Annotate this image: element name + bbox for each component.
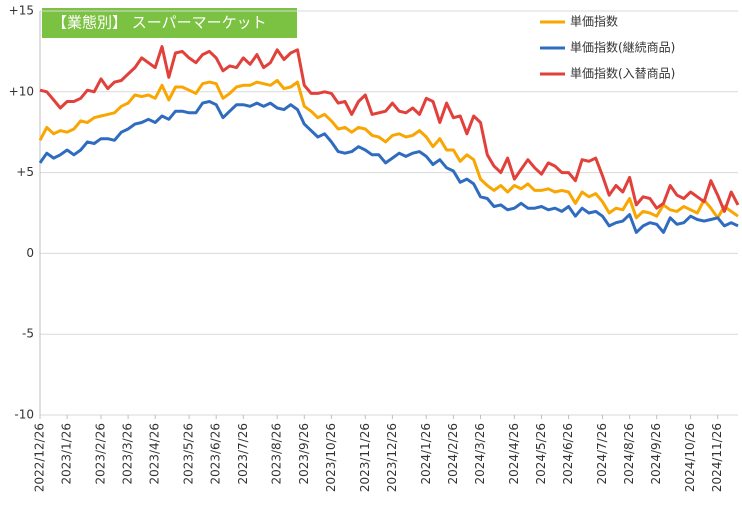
x-tick-label: 2024/8/26 xyxy=(622,423,636,485)
x-tick-label: 2024/5/26 xyxy=(534,423,548,485)
x-tick-label: 2024/9/26 xyxy=(649,423,663,485)
y-tick-label: +5 xyxy=(16,165,34,179)
x-tick-label: 2023/10/26 xyxy=(324,423,338,492)
y-tick-label: -10 xyxy=(14,408,34,422)
x-tick-label: 2024/1/26 xyxy=(419,423,433,485)
x-tick-label: 2024/11/26 xyxy=(710,423,724,492)
title-box xyxy=(42,8,297,38)
x-tick-label: 2023/9/26 xyxy=(297,423,311,485)
x-tick-label: 2024/10/26 xyxy=(683,423,697,492)
legend-label: 単価指数(入替商品) xyxy=(570,66,675,81)
x-tick-label: 2023/1/26 xyxy=(60,423,74,485)
line-series xyxy=(38,79,739,220)
x-tick-label: 2024/7/26 xyxy=(595,423,609,485)
x-tick-label: 2023/5/26 xyxy=(182,423,196,485)
x-tick-label: 2023/8/26 xyxy=(270,423,284,485)
y-tick-label: 0 xyxy=(26,246,34,260)
y-tick-label: +10 xyxy=(9,84,34,98)
legend-label: 単価指数(継続商品) xyxy=(570,40,675,55)
x-tick-label: 2023/3/26 xyxy=(121,423,135,485)
x-tick-label: 2023/4/26 xyxy=(148,423,162,485)
y-tick-label: -5 xyxy=(22,327,34,341)
y-tick-label: +15 xyxy=(9,4,34,18)
x-tick-label: 2024/2/26 xyxy=(446,423,460,485)
line-series xyxy=(39,45,740,213)
x-tick-label: 2023/2/26 xyxy=(93,423,107,485)
x-tick-label: 2023/7/26 xyxy=(236,423,250,485)
x-tick-label: 2023/12/26 xyxy=(385,423,399,492)
x-tick-label: 2024/6/26 xyxy=(561,423,575,485)
chart-title: 【業態別】 スーパーマーケット xyxy=(52,14,267,32)
x-tick-label: 2022/12/26 xyxy=(33,423,47,492)
line-series xyxy=(38,100,739,234)
x-tick-label: 2024/4/26 xyxy=(507,423,521,485)
x-tick-label: 2023/6/26 xyxy=(209,423,223,485)
legend-label: 単価指数 xyxy=(570,14,618,29)
x-tick-label: 2024/3/26 xyxy=(473,423,487,485)
x-tick-label: 2023/11/26 xyxy=(358,423,372,492)
